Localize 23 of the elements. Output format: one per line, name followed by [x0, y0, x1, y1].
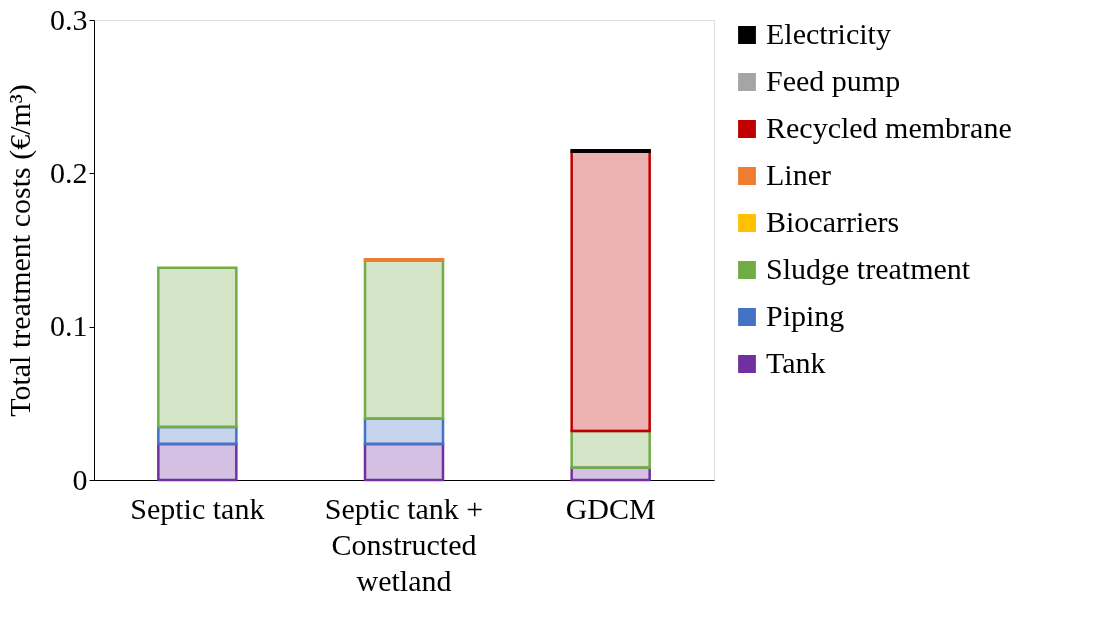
y-tick-label: 0: [72, 462, 88, 496]
legend-label: Electricity: [766, 17, 891, 50]
legend-label: Biocarriers: [766, 205, 900, 238]
bar: [363, 417, 445, 446]
x-tick-label: Septic tank + Constructed wetland: [324, 491, 484, 597]
x-tick-label: GDCM: [565, 491, 656, 525]
y-axis-title: Total treatment costs (€/m³): [3, 84, 37, 417]
bar: [570, 429, 651, 469]
y-tick-label: 0.2: [50, 155, 88, 189]
legend-label: Recycled membrane: [766, 111, 1012, 144]
legend-label: Sludge treatment: [766, 252, 971, 285]
x-tick-label: Septic tank: [130, 491, 265, 525]
bar: [363, 259, 445, 420]
y-tick-label: 0.3: [50, 2, 88, 36]
bar: [157, 266, 238, 429]
legend-label: Feed pump: [766, 64, 901, 97]
legend-label: Piping: [766, 299, 845, 332]
y-tick-label: 0.1: [50, 309, 88, 343]
bar: [363, 442, 445, 482]
bar: [157, 442, 238, 482]
bar: [570, 150, 651, 433]
legend-label: Liner: [766, 158, 831, 191]
legend-label: Tank: [766, 346, 826, 379]
